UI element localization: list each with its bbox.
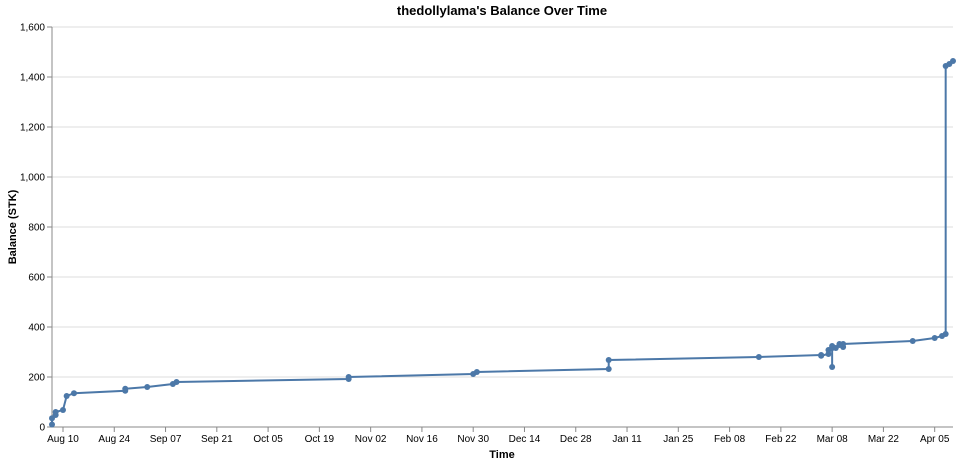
point [70, 390, 77, 397]
point [59, 407, 66, 413]
y-tick-label: 800 [28, 223, 45, 234]
point [473, 369, 480, 375]
x-tick-label: Feb 08 [714, 434, 746, 445]
y-tick-label: 1,600 [20, 23, 45, 34]
x-tick-label: Aug 24 [98, 434, 130, 445]
x-tick-label: Nov 16 [406, 434, 438, 445]
point [755, 354, 762, 360]
point [122, 385, 129, 392]
point [49, 421, 55, 428]
x-tick-label: Mar 08 [817, 434, 849, 445]
point [950, 58, 956, 64]
y-tick-label: 0 [39, 423, 45, 434]
point [605, 366, 612, 372]
point [840, 341, 847, 347]
x-tick-label: Nov 30 [457, 434, 489, 445]
x-tick-label: Dec 14 [509, 434, 541, 445]
point [605, 357, 612, 363]
x-tick-label: Jan 25 [663, 434, 693, 445]
chart-title: thedollylama's Balance Over Time [397, 3, 607, 18]
y-tick-label: 400 [28, 323, 45, 334]
x-tick-label: Mar 22 [868, 434, 900, 445]
point [829, 364, 836, 370]
x-tick-label: Aug 10 [47, 434, 79, 445]
point [909, 338, 916, 344]
point [931, 335, 938, 341]
y-tick-label: 200 [28, 373, 45, 384]
x-tick-label: Sep 07 [150, 434, 182, 445]
x-tick-label: Oct 19 [305, 434, 335, 445]
x-tick-label: Dec 28 [560, 434, 592, 445]
point [818, 352, 825, 359]
y-tick-label: 600 [28, 273, 45, 284]
y-tick-label: 1,400 [20, 73, 45, 84]
point [173, 379, 180, 385]
point [942, 331, 949, 337]
y-axis-title: Balance (STK) [7, 189, 19, 264]
y-tick-label: 1,000 [20, 173, 45, 184]
line [51, 60, 954, 425]
x-tick-label: Nov 02 [355, 434, 387, 445]
y-tick-label: 1,200 [20, 123, 45, 134]
point [63, 393, 70, 399]
x-tick-label: Apr 05 [920, 434, 950, 445]
x-tick-label: Oct 05 [253, 434, 283, 445]
x-tick-label: Feb 22 [765, 434, 797, 445]
point [52, 409, 59, 415]
x-axis-title: Time [489, 449, 514, 461]
x-tick-label: Sep 21 [201, 434, 233, 445]
point [144, 384, 151, 390]
point [345, 374, 352, 380]
x-tick-label: Jan 11 [612, 434, 642, 445]
